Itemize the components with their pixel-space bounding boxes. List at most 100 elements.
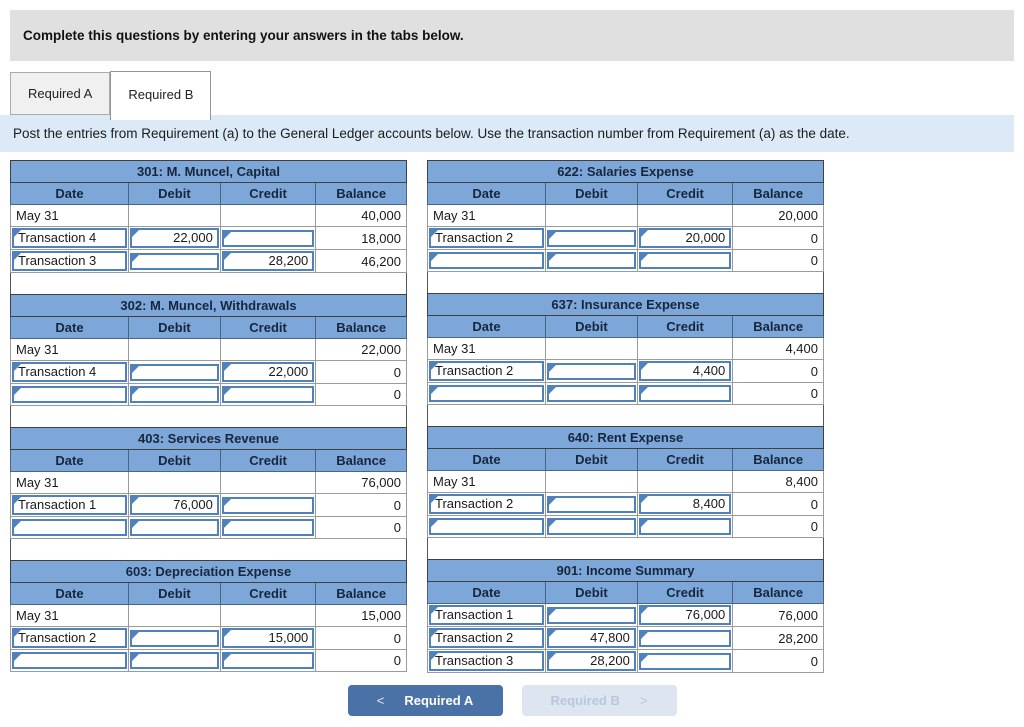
date-cell: May 31 — [10, 204, 129, 227]
column-header-date: Date — [10, 582, 129, 605]
instructions-banner-text: Complete this questions by entering your… — [23, 28, 464, 43]
credit-cell — [219, 338, 317, 361]
date-input-cell[interactable]: Transaction 2 — [429, 494, 544, 514]
credit-input-cell[interactable] — [638, 252, 732, 269]
ledger-table: 640: Rent Expense Date Debit Credit Balance M… — [427, 426, 824, 538]
debit-input-cell[interactable] — [130, 629, 219, 647]
date-input-cell[interactable]: Transaction 4 — [12, 228, 127, 248]
date-input-cell[interactable]: Transaction 1 — [12, 495, 127, 515]
date-input-cell[interactable]: Transaction 1 — [429, 605, 544, 625]
date-cell: May 31 — [427, 337, 546, 360]
column-header-credit: Credit — [636, 581, 734, 604]
balance-cell: 0 — [315, 360, 407, 384]
credit-input-cell[interactable]: 20,000 — [638, 228, 732, 248]
tab-required-b[interactable]: Required B — [110, 71, 212, 120]
debit-input-cell[interactable] — [547, 606, 636, 624]
debit-input-cell[interactable]: 28,200 — [547, 651, 636, 671]
balance-cell: 20,000 — [732, 204, 824, 227]
ledger-row: May 31 20,000 — [427, 204, 824, 227]
table-spacer — [427, 538, 824, 559]
debit-input-cell[interactable] — [547, 252, 636, 269]
ledger-title: 640: Rent Expense — [427, 426, 824, 449]
credit-cell — [219, 471, 317, 494]
column-header-credit: Credit — [219, 449, 317, 472]
debit-input-cell[interactable] — [547, 518, 636, 535]
debit-input-cell[interactable] — [547, 362, 636, 380]
debit-cell — [128, 360, 221, 384]
date-input-cell[interactable]: Transaction 3 — [12, 251, 127, 271]
debit-input-cell[interactable] — [130, 386, 219, 403]
debit-input-cell[interactable] — [130, 652, 219, 669]
ledger-row: Transaction 2 20,000 0 — [427, 226, 824, 250]
date-cell — [10, 516, 129, 539]
ledger-title: 302: M. Muncel, Withdrawals — [10, 294, 407, 317]
debit-input-cell[interactable]: 76,000 — [130, 495, 219, 515]
ledger-row: 0 — [427, 249, 824, 272]
debit-input-cell[interactable] — [130, 519, 219, 536]
credit-cell — [219, 226, 317, 250]
ledger-row: 0 — [427, 382, 824, 405]
date-input-cell[interactable] — [429, 518, 544, 535]
column-header-debit: Debit — [545, 448, 638, 471]
credit-input-cell[interactable] — [638, 385, 732, 402]
date-input-cell[interactable]: Transaction 2 — [12, 628, 127, 648]
debit-input-cell[interactable] — [547, 229, 636, 247]
date-input-cell[interactable] — [12, 652, 127, 669]
debit-input-cell[interactable]: 22,000 — [130, 228, 219, 248]
credit-input-cell[interactable]: 4,400 — [638, 361, 732, 381]
credit-input-cell[interactable] — [221, 386, 315, 403]
column-header-date: Date — [427, 581, 546, 604]
debit-cell — [545, 470, 638, 493]
ledger-row: Transaction 2 15,000 0 — [10, 626, 407, 650]
ledger-table: 301: M. Muncel, Capital Date Debit Credit Ba… — [10, 160, 407, 273]
required-a-button[interactable]: < Required A — [347, 685, 503, 716]
credit-input-cell[interactable] — [221, 229, 315, 247]
date-input-cell[interactable] — [12, 519, 127, 536]
debit-input-cell[interactable] — [130, 363, 219, 381]
column-header-debit: Debit — [128, 449, 221, 472]
tab-bar: Required A Required B — [10, 71, 1014, 120]
debit-cell: 22,000 — [128, 226, 221, 250]
ledger-title: 301: M. Muncel, Capital — [10, 160, 407, 183]
date-input-cell[interactable] — [12, 386, 127, 403]
credit-input-cell[interactable] — [638, 518, 732, 535]
credit-input-cell[interactable] — [638, 652, 732, 670]
credit-input-cell[interactable]: 28,200 — [221, 251, 315, 271]
debit-cell — [128, 249, 221, 273]
date-input-cell[interactable]: Transaction 2 — [429, 628, 544, 648]
debit-input-cell[interactable]: 47,800 — [547, 628, 636, 648]
date-input-cell[interactable]: Transaction 2 — [429, 361, 544, 381]
credit-cell: 8,400 — [636, 492, 734, 516]
ledger-row: May 31 40,000 — [10, 204, 407, 227]
credit-input-cell[interactable]: 76,000 — [638, 605, 732, 625]
debit-input-cell[interactable] — [547, 495, 636, 513]
credit-input-cell[interactable]: 8,400 — [638, 494, 732, 514]
date-cell: Transaction 3 — [427, 649, 546, 673]
debit-input-cell[interactable] — [547, 385, 636, 402]
ledger-row: Transaction 2 4,400 0 — [427, 359, 824, 383]
credit-input-cell[interactable]: 22,000 — [221, 362, 315, 382]
balance-cell: 76,000 — [732, 603, 824, 627]
credit-input-cell[interactable] — [221, 496, 315, 514]
date-input-cell[interactable]: Transaction 3 — [429, 651, 544, 671]
credit-input-cell[interactable] — [221, 519, 315, 536]
column-header-balance: Balance — [732, 448, 824, 471]
credit-cell — [219, 204, 317, 227]
date-cell — [427, 515, 546, 538]
date-cell — [427, 382, 546, 405]
date-input-cell[interactable] — [429, 385, 544, 402]
table-spacer — [10, 539, 407, 560]
credit-input-cell[interactable]: 15,000 — [221, 628, 315, 648]
credit-input-cell[interactable] — [638, 629, 732, 647]
debit-input-cell[interactable] — [130, 252, 219, 270]
date-input-cell[interactable]: Transaction 4 — [12, 362, 127, 382]
column-header-debit: Debit — [128, 182, 221, 205]
debit-cell — [128, 516, 221, 539]
tab-required-a[interactable]: Required A — [10, 72, 111, 115]
date-input-cell[interactable]: Transaction 2 — [429, 228, 544, 248]
ledger-row: 0 — [10, 516, 407, 539]
credit-input-cell[interactable] — [221, 652, 315, 669]
date-input-cell[interactable] — [429, 252, 544, 269]
table-spacer — [10, 406, 407, 427]
debit-cell — [545, 382, 638, 405]
